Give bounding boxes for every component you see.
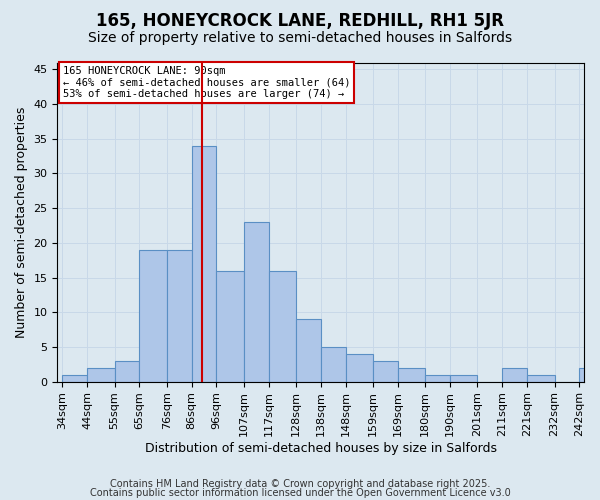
Bar bbox=[115, 361, 139, 382]
Bar bbox=[321, 347, 346, 382]
Bar bbox=[87, 368, 115, 382]
Bar bbox=[425, 374, 450, 382]
Text: Contains public sector information licensed under the Open Government Licence v3: Contains public sector information licen… bbox=[89, 488, 511, 498]
Bar bbox=[217, 270, 244, 382]
X-axis label: Distribution of semi-detached houses by size in Salfords: Distribution of semi-detached houses by … bbox=[145, 442, 497, 455]
Bar bbox=[62, 374, 87, 382]
Bar bbox=[527, 374, 554, 382]
Text: Contains HM Land Registry data © Crown copyright and database right 2025.: Contains HM Land Registry data © Crown c… bbox=[110, 479, 490, 489]
Bar bbox=[269, 270, 296, 382]
Bar bbox=[373, 361, 398, 382]
Bar bbox=[398, 368, 425, 382]
Text: 165, HONEYCROCK LANE, REDHILL, RH1 5JR: 165, HONEYCROCK LANE, REDHILL, RH1 5JR bbox=[96, 12, 504, 30]
Text: 165 HONEYCROCK LANE: 90sqm
← 46% of semi-detached houses are smaller (64)
53% of: 165 HONEYCROCK LANE: 90sqm ← 46% of semi… bbox=[62, 66, 350, 99]
Bar bbox=[191, 146, 217, 382]
Bar bbox=[167, 250, 191, 382]
Bar bbox=[346, 354, 373, 382]
Y-axis label: Number of semi-detached properties: Number of semi-detached properties bbox=[15, 106, 28, 338]
Bar bbox=[139, 250, 167, 382]
Bar bbox=[296, 319, 321, 382]
Bar bbox=[450, 374, 478, 382]
Bar bbox=[580, 368, 600, 382]
Text: Size of property relative to semi-detached houses in Salfords: Size of property relative to semi-detach… bbox=[88, 31, 512, 45]
Bar bbox=[502, 368, 527, 382]
Bar bbox=[244, 222, 269, 382]
